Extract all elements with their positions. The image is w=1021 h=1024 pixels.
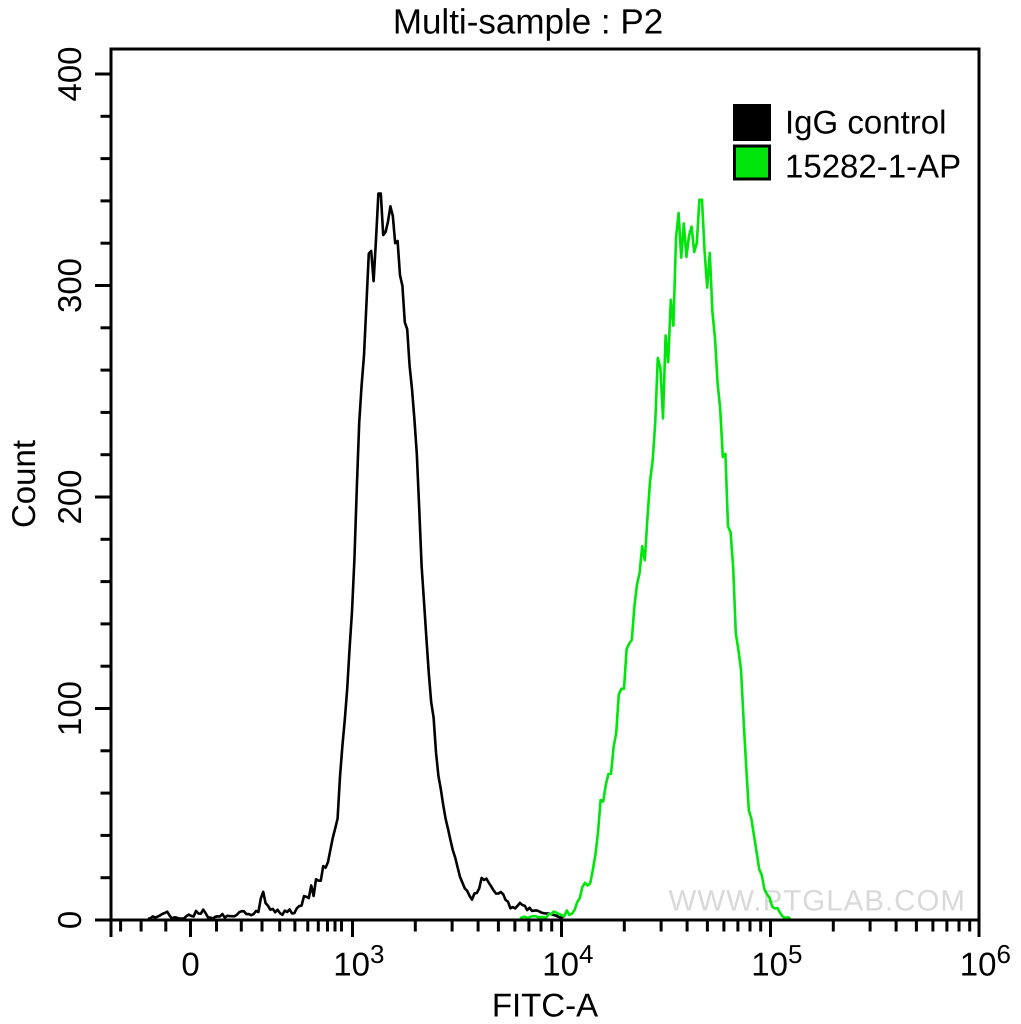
svg-text:400: 400 [51, 46, 88, 101]
svg-text:IgG control: IgG control [785, 104, 946, 141]
svg-text:Count: Count [5, 440, 42, 528]
svg-text:100: 100 [51, 681, 88, 736]
svg-text:15282-1-AP: 15282-1-AP [785, 148, 961, 185]
svg-text:106: 106 [960, 939, 1011, 982]
svg-text:200: 200 [51, 469, 88, 524]
svg-text:FITC-A: FITC-A [492, 987, 598, 1024]
svg-text:0: 0 [51, 911, 88, 929]
svg-text:WWW.PTGLAB.COM: WWW.PTGLAB.COM [668, 885, 966, 918]
svg-text:300: 300 [51, 258, 88, 313]
svg-text:104: 104 [542, 939, 593, 982]
svg-text:0: 0 [181, 945, 199, 982]
svg-text:Multi-sample : P2: Multi-sample : P2 [393, 3, 663, 42]
